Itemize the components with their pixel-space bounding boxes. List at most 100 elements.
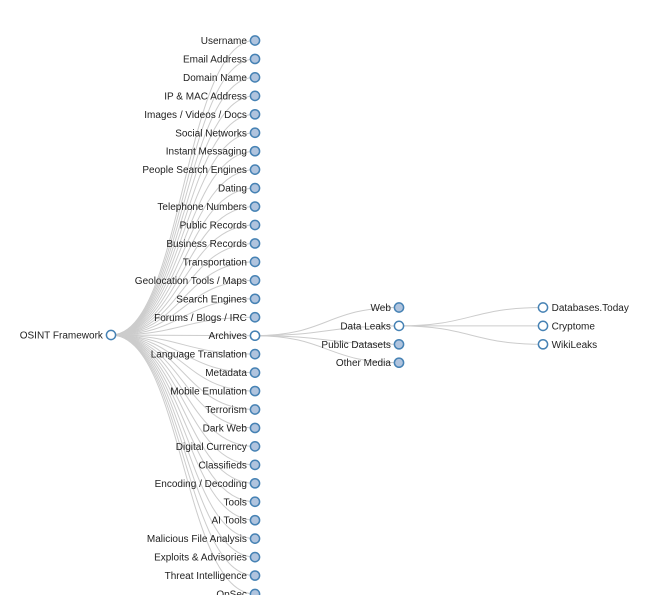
node-circle-icon[interactable] [249,293,261,305]
node-circle-icon[interactable] [249,570,261,581]
node-circle-icon[interactable] [393,302,405,313]
node-label: Business Records [166,239,247,250]
node-label: Search Engines [176,294,247,305]
node-circle-icon[interactable] [249,35,261,46]
tree-node-cryptome[interactable]: Cryptome [537,320,595,332]
node-circle-icon[interactable] [249,238,261,249]
node-circle-icon[interactable] [249,514,261,526]
node-circle-icon[interactable] [249,441,261,452]
tree-node-transportation[interactable]: Transportation [183,256,261,268]
link-root-public-records [110,224,256,336]
link-root-encoding-decoding [110,334,256,484]
node-circle-icon[interactable] [393,338,405,350]
node-circle-icon[interactable] [249,219,261,231]
tree-node-classifieds[interactable]: Classifieds [199,459,261,471]
tree-node-people-search-engines[interactable]: People Search Engines [142,164,261,176]
tree-node-digital-currency[interactable]: Digital Currency [176,441,261,453]
node-circle-icon[interactable] [249,533,261,545]
node-label: People Search Engines [142,165,247,176]
tree-node-ip-mac-address[interactable]: IP & MAC Address [164,90,261,102]
node-circle-icon[interactable] [249,201,261,212]
tree-node-email-address[interactable]: Email Address [183,53,261,65]
tree-node-username[interactable]: Username [201,35,261,47]
tree-node-encoding-decoding[interactable]: Encoding / Decoding [155,477,261,490]
tree-node-exploits-advisories[interactable]: Exploits & Advisories [154,551,261,564]
tree-node-data-leaks[interactable]: Data Leaks [340,320,405,332]
node-circle-icon[interactable] [249,459,261,471]
tree-node-public-datasets[interactable]: Public Datasets [321,338,405,351]
node-circle-icon[interactable] [249,90,261,102]
node-circle-icon[interactable] [249,53,261,65]
tree-node-language-translation[interactable]: Language Translation [151,348,261,361]
node-label: Public Datasets [321,340,390,351]
node-label: Telephone Numbers [157,202,247,213]
tree-node-other-media[interactable]: Other Media [336,357,405,369]
node-circle-icon[interactable] [249,330,261,342]
link-root-mobile-emulation [110,334,256,392]
node-label: Data Leaks [340,321,391,332]
tree-node-malicious-file-analysis[interactable]: Malicious File Analysis [147,533,261,545]
tree-node-terrorism[interactable]: Terrorism [205,404,261,416]
link-root-tools [110,334,256,503]
node-label: Images / Videos / Docs [144,110,247,121]
tree-node-metadata[interactable]: Metadata [205,367,261,379]
tree-node-osint-framework[interactable]: OSINT Framework [20,329,117,342]
node-label: Social Networks [175,128,247,139]
tree-node-telephone-numbers[interactable]: Telephone Numbers [157,201,261,213]
node-circle-icon[interactable] [249,311,261,323]
link-root-telephone-numbers [110,206,256,336]
tree-node-geolocation-tools-maps[interactable]: Geolocation Tools / Maps [135,275,261,287]
link-root-forums-blogs-irc [110,316,256,336]
node-circle-icon[interactable] [249,275,261,286]
tree-node-opsec[interactable]: OpSec [216,588,261,595]
tree-node-images-videos-docs[interactable]: Images / Videos / Docs [144,108,261,121]
tree-node-instant-messaging[interactable]: Instant Messaging [166,145,261,158]
link-root-business-records [110,242,256,336]
link-root-opsec [110,334,256,595]
node-circle-icon[interactable] [249,404,261,415]
node-circle-icon[interactable] [537,302,549,313]
tree-node-web[interactable]: Web [371,302,405,314]
tree-node-dating[interactable]: Dating [218,182,261,195]
node-circle-icon[interactable] [249,422,261,434]
tree-node-threat-intelligence[interactable]: Threat Intelligence [165,570,261,582]
tree-node-wikileaks[interactable]: WikiLeaks [537,338,597,351]
link-root-terrorism [110,334,256,410]
node-circle-icon[interactable] [249,367,261,378]
node-circle-icon[interactable] [249,72,261,83]
node-circle-icon[interactable] [249,145,261,157]
tree-node-mobile-emulation[interactable]: Mobile Emulation [170,385,261,398]
tree-node-forums-blogs-irc[interactable]: Forums / Blogs / IRC [154,311,261,324]
node-label: IP & MAC Address [164,91,247,102]
tree-node-archives[interactable]: Archives [209,330,261,342]
node-circle-icon[interactable] [249,127,261,139]
node-label: Metadata [205,368,247,379]
node-circle-icon[interactable] [393,357,405,369]
tree-node-dark-web[interactable]: Dark Web [203,422,261,434]
node-circle-icon[interactable] [249,164,261,175]
tree-node-ai-tools[interactable]: AI Tools [212,514,261,527]
tree-node-public-records[interactable]: Public Records [180,219,261,232]
node-circle-icon[interactable] [249,496,261,508]
node-circle-icon[interactable] [393,320,405,332]
tree-node-databases-today[interactable]: Databases.Today [537,302,629,314]
node-circle-icon[interactable] [249,108,261,120]
tree-node-tools[interactable]: Tools [224,496,261,508]
node-label: Dark Web [203,423,248,434]
node-label: Encoding / Decoding [155,479,247,490]
tree-links [110,40,544,595]
node-circle-icon[interactable] [537,320,549,332]
node-circle-icon[interactable] [249,477,261,489]
tree-node-domain-name[interactable]: Domain Name [183,72,261,84]
tree-node-search-engines[interactable]: Search Engines [176,293,261,305]
node-circle-icon[interactable] [249,588,261,595]
node-circle-icon[interactable] [249,551,261,563]
node-circle-icon[interactable] [537,338,549,350]
node-circle-icon[interactable] [249,348,261,360]
node-circle-icon[interactable] [249,385,261,397]
node-circle-icon[interactable] [249,256,261,268]
node-circle-icon[interactable] [249,182,261,194]
tree-node-social-networks[interactable]: Social Networks [175,127,261,139]
node-circle-icon[interactable] [105,329,117,341]
tree-node-business-records[interactable]: Business Records [166,238,261,250]
